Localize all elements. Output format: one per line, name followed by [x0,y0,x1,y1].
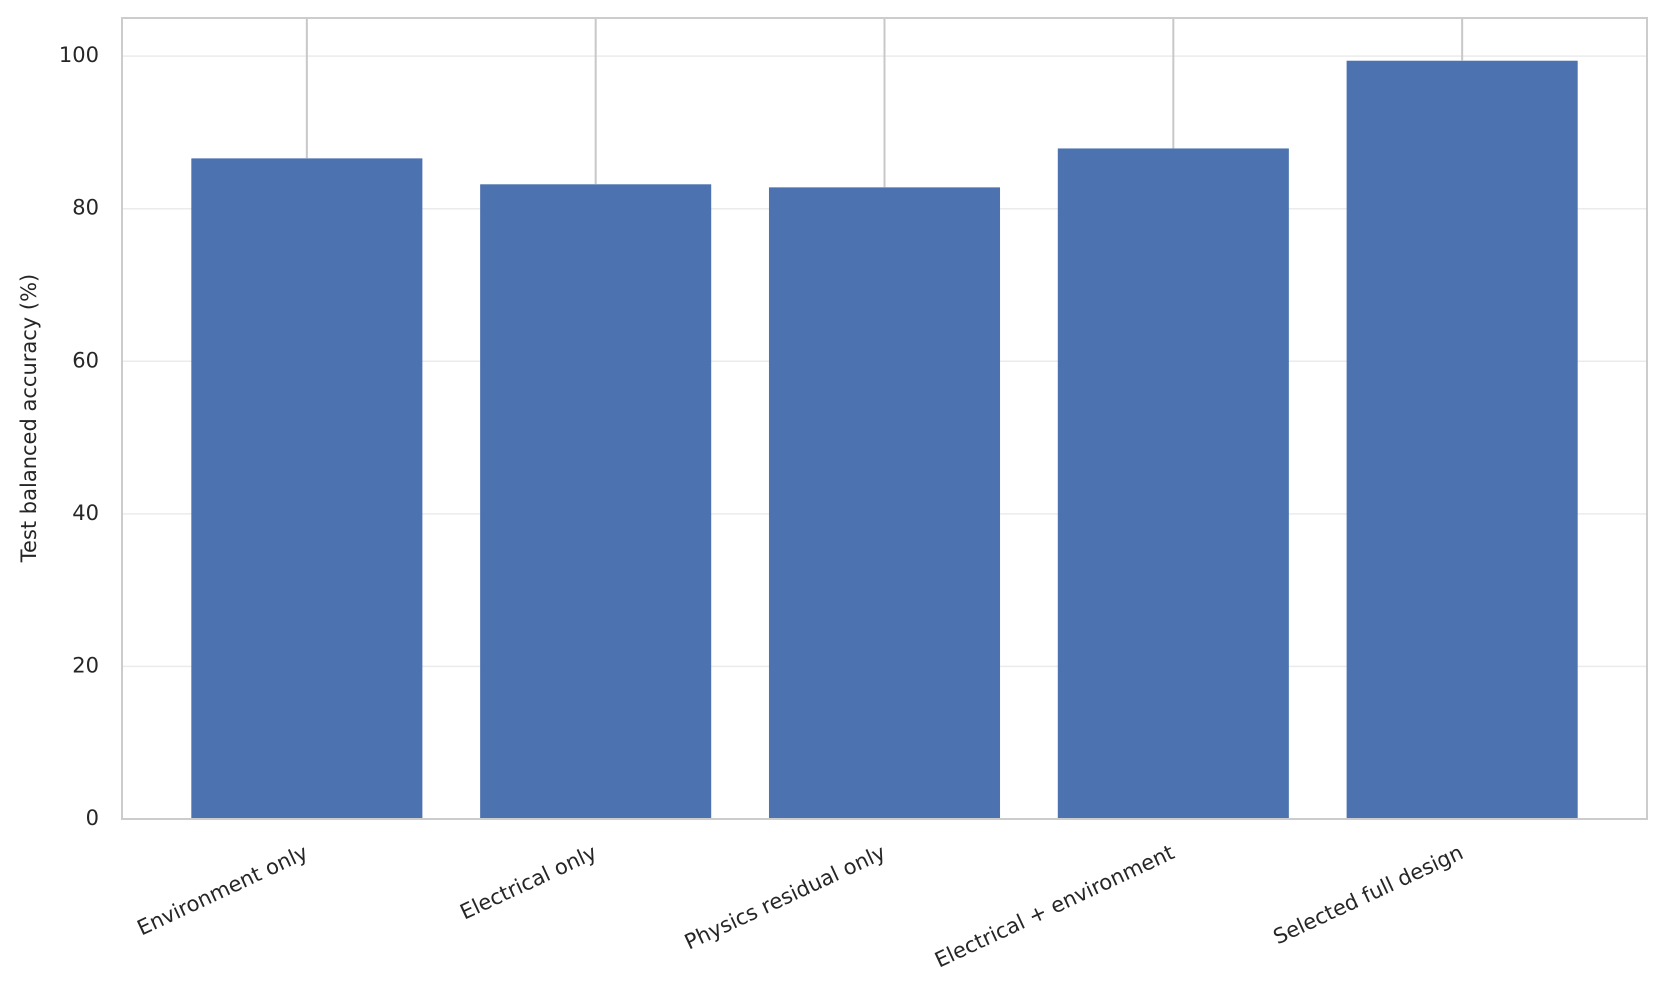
x-tick-label: Electrical only [456,840,600,924]
y-tick-label: 60 [72,348,99,372]
y-tick-label: 100 [59,43,99,67]
plot-frame [121,17,1648,820]
x-tick-label: Electrical + environment [931,840,1178,972]
y-axis-title: Test balanced accuracy (%) [17,274,41,563]
y-tick-label: 20 [72,653,99,677]
bar [1057,148,1289,819]
y-tick-label: 80 [72,196,99,220]
x-tick-label: Environment only [134,840,312,940]
y-tick-label: 0 [86,806,99,830]
y-tick-label: 40 [72,501,99,525]
bar [1346,60,1578,819]
bar [191,158,423,819]
x-tick-label: Selected full design [1270,840,1467,949]
x-tick-label: Physics residual only [681,840,889,954]
bar [768,187,1001,819]
bar [480,184,712,819]
